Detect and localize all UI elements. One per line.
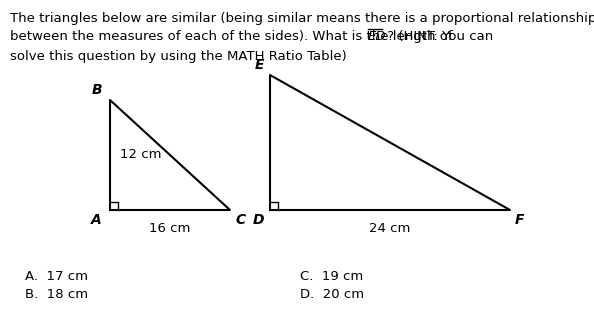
Text: E: E <box>254 58 264 72</box>
Text: A.  17 cm: A. 17 cm <box>25 270 88 283</box>
Text: B.  18 cm: B. 18 cm <box>25 288 88 301</box>
Text: 12 cm: 12 cm <box>120 148 162 162</box>
Text: between the measures of each of the sides). What is the length of: between the measures of each of the side… <box>10 30 457 43</box>
Text: A: A <box>91 213 102 227</box>
Text: B: B <box>91 83 102 97</box>
Text: 24 cm: 24 cm <box>369 222 410 235</box>
Text: The triangles below are similar (being similar means there is a proportional rel: The triangles below are similar (being s… <box>10 12 594 25</box>
Text: ED: ED <box>368 30 387 43</box>
Text: C.  19 cm: C. 19 cm <box>300 270 364 283</box>
Text: C: C <box>235 213 245 227</box>
Text: F: F <box>515 213 525 227</box>
Text: ? (HINT: You can: ? (HINT: You can <box>383 30 493 43</box>
Text: solve this question by using the MATH Ratio Table): solve this question by using the MATH Ra… <box>10 50 347 63</box>
Text: D: D <box>252 213 264 227</box>
Text: 16 cm: 16 cm <box>149 222 191 235</box>
Text: D.  20 cm: D. 20 cm <box>300 288 364 301</box>
